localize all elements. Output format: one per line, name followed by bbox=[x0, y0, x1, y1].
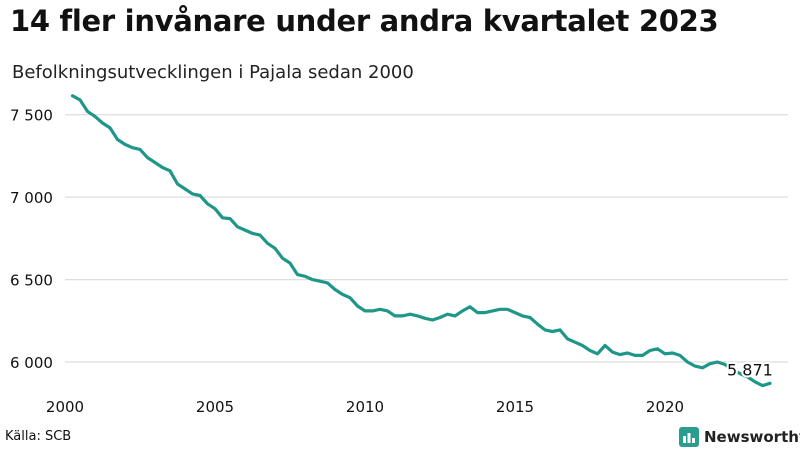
line-chart: 6 000 6 500 7 000 7 500 2000 2005 2010 2015 2020… bbox=[10, 94, 788, 416]
series-line-population bbox=[70, 94, 772, 388]
y-tick-label: 6 000 bbox=[10, 354, 53, 372]
brand-name: Newsworthy bbox=[704, 428, 800, 446]
end-value-label: 5 871 bbox=[727, 360, 773, 379]
newsworthy-logo-icon bbox=[679, 427, 699, 447]
series-layer: 5 871 bbox=[70, 94, 775, 388]
y-tick-label: 7 000 bbox=[10, 189, 53, 207]
x-tick-label: 2020 bbox=[646, 398, 684, 416]
x-tick-label: 2010 bbox=[346, 398, 384, 416]
y-tick-label: 6 500 bbox=[10, 272, 53, 290]
chart-subtitle: Befolkningsutvecklingen i Pajala sedan 2… bbox=[12, 62, 414, 83]
x-tick-label: 2015 bbox=[496, 398, 534, 416]
y-tick-label: 7 500 bbox=[10, 107, 53, 125]
x-tick-label: 2000 bbox=[46, 398, 84, 416]
axis-labels: 6 000 6 500 7 000 7 500 2000 2005 2010 2015 2020 bbox=[10, 107, 684, 416]
brand-logo[interactable]: Newsworthy bbox=[679, 427, 800, 447]
grid-lines bbox=[65, 114, 788, 363]
chart-title: 14 fler invånare under andra kvartalet 2… bbox=[10, 4, 719, 38]
source-note: Källa: SCB bbox=[5, 429, 72, 444]
x-tick-label: 2005 bbox=[196, 398, 234, 416]
